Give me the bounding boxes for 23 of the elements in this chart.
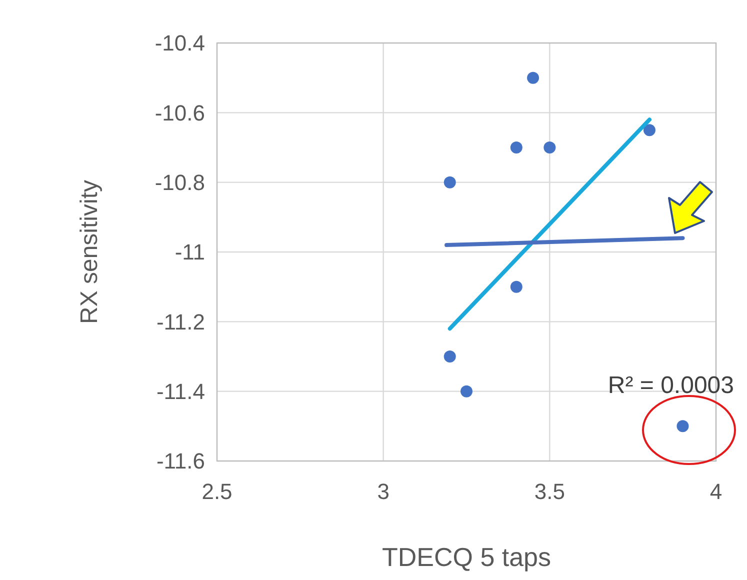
y-axis-title: RX sensitivity: [76, 180, 103, 324]
point: [643, 124, 656, 136]
point: [676, 420, 689, 432]
point: [544, 142, 556, 154]
point: [444, 176, 456, 188]
x-tick-label: 2.5: [202, 479, 232, 504]
x-tick-label: 3.5: [534, 479, 565, 504]
x-tick-label: 3: [377, 479, 390, 504]
y-tick-label: -11.2: [156, 309, 205, 334]
x-axis-title: TDECQ 5 taps: [382, 542, 552, 572]
annotation: R² = 0.0003: [608, 372, 734, 399]
y-tick-label: -11: [174, 240, 205, 265]
point: [444, 350, 456, 362]
point: [510, 142, 522, 154]
y-tick-label: -10.8: [154, 170, 205, 196]
point: [460, 385, 472, 398]
y-tick-label: -10.4: [154, 30, 205, 56]
y-tick-label: -11.4: [156, 379, 205, 404]
point: [510, 280, 522, 293]
x-tick-label: 4: [710, 479, 722, 504]
point: [527, 72, 540, 84]
y-tick-label: -11.6: [156, 448, 205, 474]
y-tick-label: -10.6: [154, 100, 205, 126]
